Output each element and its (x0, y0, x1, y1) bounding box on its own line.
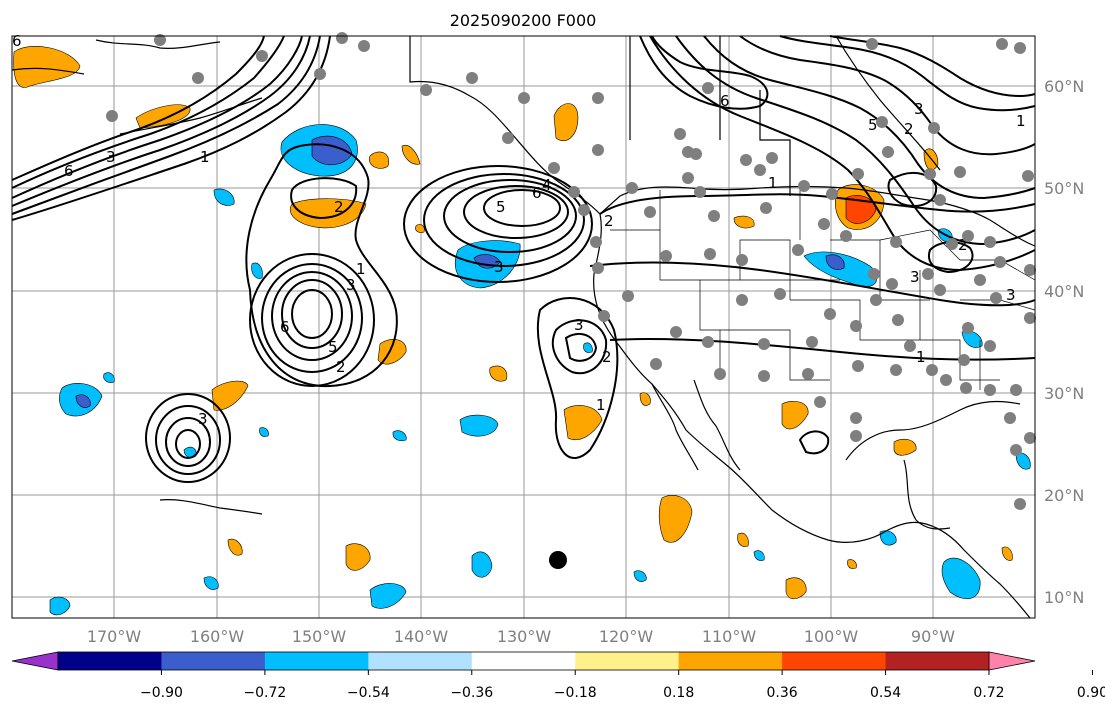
contour-label: 3 (346, 276, 356, 294)
contour-label: 5 (496, 198, 506, 216)
contour-label: 6 (64, 162, 74, 180)
lat-label: 50°N (1044, 179, 1084, 198)
colorbar-tick-label: −0.54 (347, 685, 390, 701)
contour-label: 2 (334, 198, 344, 216)
lat-labels: 60°N 50°N 40°N 30°N 20°N 10°N (1044, 77, 1084, 607)
map-title: 2025090200 F000 (450, 11, 597, 30)
lon-label: 160°W (190, 627, 245, 646)
contour-label: 6 (532, 184, 542, 202)
contour-label: 2 (336, 358, 346, 376)
contour-label: 6 (720, 92, 730, 110)
lon-label: 170°W (87, 627, 142, 646)
lon-label: 130°W (497, 627, 552, 646)
colorbar-segment (678, 652, 783, 670)
colorbar-under-extend (11, 651, 59, 671)
lon-label: 100°W (804, 627, 859, 646)
point-marker (549, 551, 567, 569)
station-dots (106, 32, 1036, 510)
colorbar-segment (264, 652, 369, 670)
colorbar-segment (368, 652, 473, 670)
contour-labels: 1 2 3 5 6 1 2 3 5 6 3 2 1 3 4 2 6 1 6 2 … (12, 32, 1026, 428)
lat-label: 10°N (1044, 588, 1084, 607)
lat-label: 40°N (1044, 282, 1084, 301)
colorbar-ticks: −0.90 −0.72 −0.54 −0.36 −0.18 0.18 0.36 0.54 0.7… (140, 670, 1105, 701)
contour-label: 2 (602, 348, 612, 366)
contour-label: 3 (106, 148, 116, 166)
colorbar-tick-label: 0.72 (973, 685, 1004, 701)
contour-label: 3 (910, 268, 920, 286)
colorbar-segment (161, 652, 266, 670)
lon-label: 110°W (702, 627, 757, 646)
contour-label: 3 (574, 316, 584, 334)
colorbar-segment (885, 652, 990, 670)
lon-label: 140°W (394, 627, 449, 646)
colorbar-segment (782, 652, 887, 670)
colorbar-over-extend (988, 651, 1036, 671)
contour-label: 1 (356, 260, 366, 278)
contour-label: 6 (280, 318, 290, 336)
state-borders (610, 190, 1036, 390)
colorbar-tick-label: −0.36 (450, 685, 493, 701)
lon-label: 120°W (599, 627, 654, 646)
contour-label: 3 (494, 258, 504, 276)
lat-label: 30°N (1044, 384, 1084, 403)
contour-label: 2 (904, 120, 914, 138)
contour-label: 3 (914, 100, 924, 118)
map-frame (11, 35, 1036, 619)
contour-label: 4 (542, 176, 552, 194)
colorbar-frame (57, 651, 990, 671)
contour-label: 1 (1016, 112, 1026, 130)
lon-label: 90°W (911, 627, 955, 646)
lon-label: 150°W (292, 627, 347, 646)
colorbar-tick-label: 0.18 (663, 685, 694, 701)
contour-label: 1 (768, 174, 778, 192)
contour-label: 3 (198, 410, 208, 428)
colorbar: −0.90 −0.72 −0.54 −0.36 −0.18 0.18 0.36 0.54 0.7… (11, 651, 1105, 701)
colorbar-tick-label: 0.54 (870, 685, 901, 701)
colorbar-segment (58, 652, 162, 670)
contour-label: 5 (868, 116, 878, 134)
colorbar-tick-label: −0.90 (140, 685, 183, 701)
lat-label: 60°N (1044, 77, 1084, 96)
colorbar-tick-label: −0.18 (554, 685, 597, 701)
lat-label: 20°N (1044, 486, 1084, 505)
map-panel: 1 2 3 5 6 1 2 3 5 6 3 2 1 3 4 2 6 1 6 2 … (11, 32, 1036, 619)
contour-label: 2 (604, 212, 614, 230)
colorbar-segment (471, 652, 576, 670)
colorbar-segment (575, 652, 680, 670)
colorbar-tick-label: 0.90 (1077, 685, 1105, 701)
contour-label: 1 (200, 148, 210, 166)
contour-label: 2 (958, 236, 968, 254)
coastlines (11, 35, 1036, 619)
lon-labels: 170°W 160°W 150°W 140°W 130°W 120°W 110°… (87, 627, 955, 646)
colorbar-tick-label: −0.72 (243, 685, 286, 701)
contour-label: 1 (596, 396, 606, 414)
contour-label: 1 (916, 348, 926, 366)
contour-label: 5 (328, 338, 338, 356)
contour-label: 3 (1006, 286, 1016, 304)
contour-label: 6 (12, 32, 22, 50)
colorbar-tick-label: 0.36 (767, 685, 798, 701)
